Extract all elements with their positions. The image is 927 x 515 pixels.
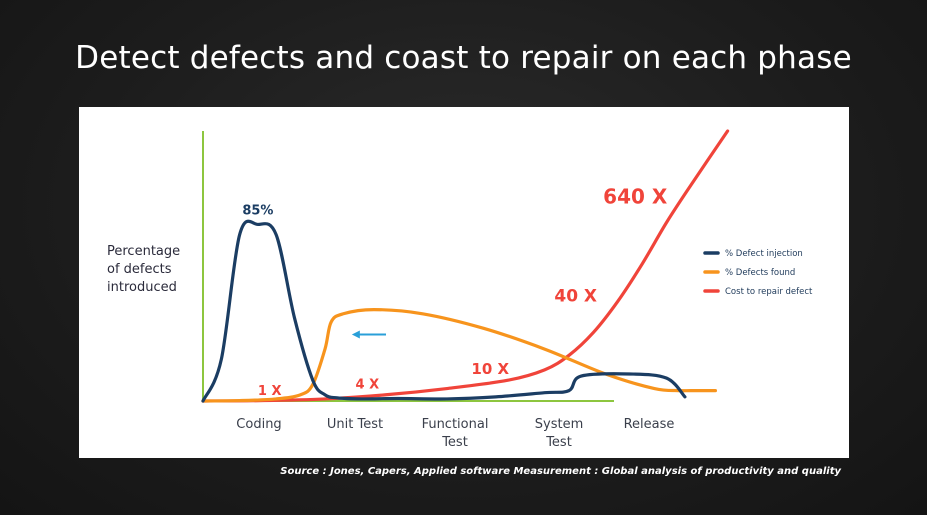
legend-entry: Cost to repair defect <box>725 287 813 297</box>
legend-entry: % Defects found <box>725 268 795 278</box>
cost-multiplier-label: 40 X <box>554 286 597 306</box>
cost-multiplier-label: 640 X <box>603 185 668 209</box>
cost-multiplier-label: 1 X <box>258 384 282 399</box>
data-labels: 85% 1 X 4 X 10 X 40 X 640 X <box>242 185 668 399</box>
x-tick-label: Unit Test <box>327 417 383 432</box>
left-arrow-icon <box>351 330 386 339</box>
x-tick-label: Release <box>624 417 675 432</box>
defects-found-line <box>201 308 717 403</box>
y-axis-label-line: introduced <box>107 280 177 295</box>
chart-panel: Percentage of defects introduced 85% 1 X 4 X… <box>79 107 849 458</box>
defect-cost-chart: Percentage of defects introduced 85% 1 X 4 X… <box>107 129 813 450</box>
defect-injection-line <box>201 219 687 403</box>
x-tick-label: Functional <box>422 417 489 432</box>
legend: % Defect injection % Defects found Cost to… <box>703 249 813 297</box>
series-lines <box>201 129 730 403</box>
arrow-head <box>351 330 360 339</box>
legend-entry: % Defect injection <box>725 249 803 259</box>
x-tick-label: System <box>535 417 583 432</box>
cost-to-repair-line <box>201 129 730 403</box>
y-axis-label: Percentage of defects introduced <box>107 244 180 295</box>
x-tick-label: Test <box>441 435 468 450</box>
peak-label: 85% <box>242 203 273 218</box>
x-tick-label: Coding <box>236 417 281 432</box>
x-tick-labels: Coding Unit Test Functional Test System Test R… <box>236 417 674 450</box>
y-axis-label-line: Percentage <box>107 244 180 259</box>
x-tick-label: Test <box>545 435 572 450</box>
y-axis-label-line: of defects <box>107 262 172 277</box>
source-note: Source : Jones, Capers, Applied software… <box>280 466 841 477</box>
slide-title: Detect defects and coast to repair on ea… <box>75 40 852 76</box>
cost-multiplier-label: 4 X <box>356 378 380 393</box>
cost-multiplier-label: 10 X <box>471 360 509 378</box>
